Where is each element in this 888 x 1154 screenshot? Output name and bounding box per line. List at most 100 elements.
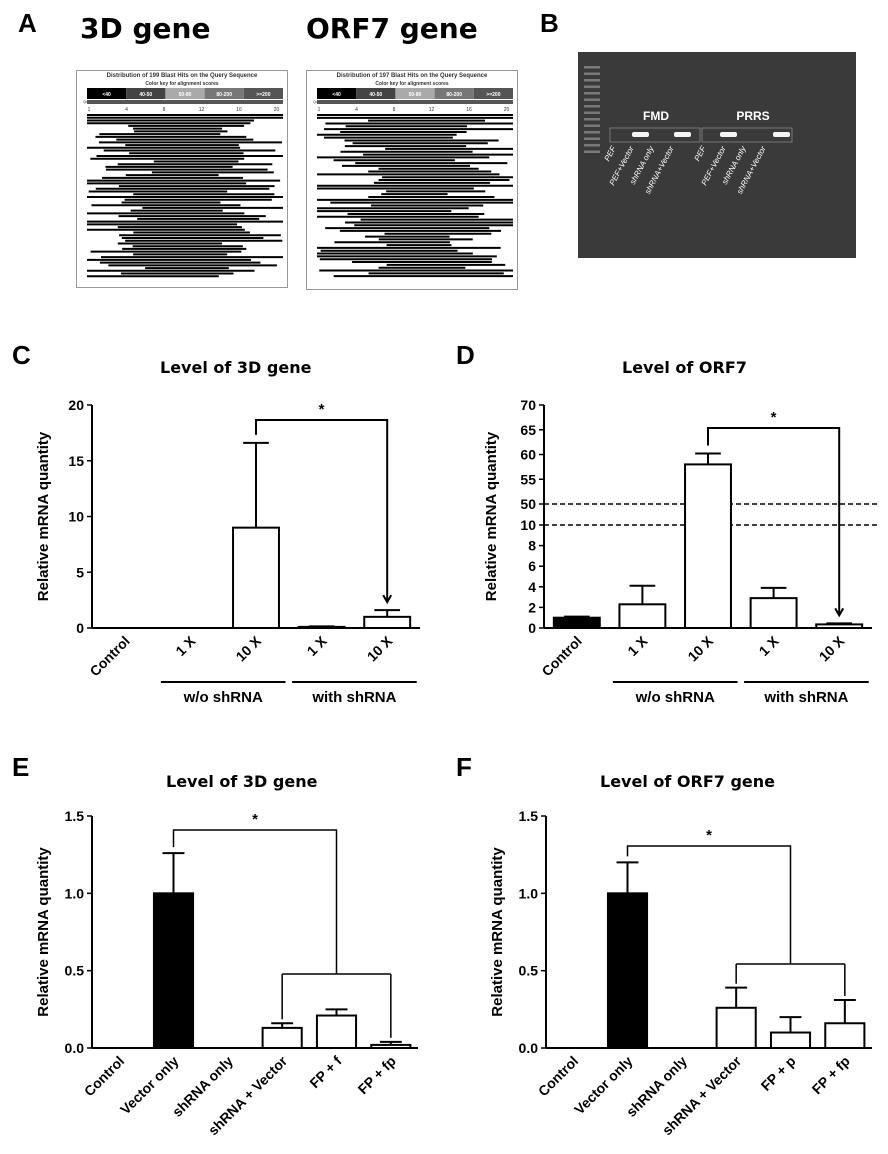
- panel-letter-b: B: [540, 8, 559, 38]
- significance-bracket: [707, 427, 841, 616]
- group-label: with shRNA: [311, 689, 396, 706]
- gel-band: [773, 132, 790, 137]
- chart-e-title: Level of 3D gene: [166, 772, 318, 791]
- score-key-cell: [243, 88, 283, 99]
- y-tick-label: 0.5: [519, 963, 539, 979]
- significance-star: *: [252, 811, 258, 828]
- chart-d: 0 2 4 6 8 10 50 55 60 65 70 Relative mRNA quantity C…: [483, 397, 880, 706]
- score-key-label: >=200: [486, 92, 500, 98]
- y-tick-label: 1.0: [65, 885, 85, 901]
- ladder-band: [584, 98, 600, 101]
- group-label: w/o shRNA: [635, 689, 715, 706]
- bar-3: [232, 526, 280, 629]
- ladder-band: [584, 111, 600, 114]
- chart-f-title: Level of ORF7 gene: [600, 772, 776, 791]
- bar-2: [618, 603, 667, 629]
- ladder-band: [584, 118, 600, 121]
- significance-bracket: [172, 829, 338, 974]
- y-tick-label: 8: [528, 538, 536, 554]
- group-label: with shRNA: [763, 689, 848, 706]
- query-tick-label: 8: [393, 107, 396, 113]
- score-key-label: 50-80: [179, 92, 192, 98]
- ladder-band: [584, 137, 600, 140]
- query-bar: [87, 100, 283, 104]
- score-key-cell: [473, 88, 513, 99]
- gel-band: [720, 132, 737, 137]
- x-tick-label: Control: [535, 1053, 582, 1100]
- chart-c: 0 5 10 15 20 Relative mRNA quantity Control 1 X…: [35, 397, 420, 706]
- significance-star: *: [771, 409, 777, 426]
- query-tick-label: 1: [318, 107, 321, 113]
- x-tick-label: Control: [81, 1053, 128, 1100]
- blast-color-key-label: Color key for alignment scores: [145, 81, 219, 87]
- ladder-band: [584, 144, 600, 147]
- bar-2: [152, 892, 195, 1050]
- panel-letter-c: C: [12, 340, 31, 370]
- panel-letter-d: D: [456, 340, 475, 370]
- query-tick-label: 12: [429, 107, 435, 113]
- y-tick-label: 65: [520, 422, 536, 438]
- bar-4: [261, 1026, 303, 1049]
- significance-bracket: [255, 419, 389, 603]
- x-tick-label: FP + f: [306, 1053, 345, 1092]
- score-key-cell: [356, 88, 396, 99]
- blast-color-key-label: Color key for alignment scores: [375, 81, 449, 87]
- panel-a-title-orf7: ORF7 gene: [306, 12, 478, 45]
- bar-5: [815, 623, 864, 630]
- gel-band: [674, 132, 691, 137]
- chart-f: 0.0 0.5 1.0 1.5 Relative mRNA quantity Contro…: [489, 808, 872, 1138]
- y-axis-label: Relative mRNA quantity: [35, 431, 52, 601]
- panel-letter-e: E: [12, 752, 30, 782]
- score-key-label: <40: [102, 92, 111, 98]
- x-tick-label: FP + p: [757, 1053, 798, 1094]
- group-label: w/o shRNA: [183, 689, 263, 706]
- blast-title: Distribution of 197 Blast Hits on the Qu…: [336, 73, 488, 79]
- ladder-band: [584, 124, 600, 127]
- y-tick-label: 2: [528, 599, 536, 615]
- query-tick-label: 16: [466, 107, 472, 113]
- bar-4: [749, 597, 798, 630]
- gel-lane-label: PEF: [603, 144, 619, 163]
- y-tick-label: 6: [528, 558, 536, 574]
- score-key-cell: [87, 88, 127, 99]
- bar-2: [606, 892, 649, 1050]
- score-key-label: 80-200: [446, 92, 462, 98]
- query-tick-label: 12: [199, 107, 205, 113]
- y-tick-label: 0: [528, 620, 536, 636]
- x-tick-label: FP + fp: [355, 1053, 399, 1097]
- query-bar: [317, 100, 513, 104]
- score-key-label: <40: [332, 92, 341, 98]
- score-key-cell: [434, 88, 474, 99]
- bar-1: [552, 616, 601, 629]
- ladder-band: [584, 105, 600, 108]
- query-tick-label: 20: [504, 107, 510, 113]
- x-tick-label: FP + fp: [809, 1053, 853, 1097]
- query-tick-label: 4: [355, 107, 358, 113]
- panel-letter-a: A: [18, 8, 37, 38]
- y-tick-label: 5: [76, 564, 84, 580]
- bar-4: [715, 1006, 757, 1049]
- ladder-band: [584, 72, 600, 75]
- query-tick-label: 20: [274, 107, 280, 113]
- y-tick-label: 70: [520, 397, 536, 413]
- ladder-band: [584, 92, 600, 95]
- ladder-band: [584, 150, 600, 153]
- bar-3: [684, 463, 732, 630]
- panel-a-title-3d: 3D gene: [80, 12, 211, 45]
- y-tick-label: 1.0: [519, 885, 539, 901]
- score-key-cell: [126, 88, 166, 99]
- panel-letter-f: F: [456, 752, 472, 782]
- significance-star: *: [706, 827, 712, 844]
- ladder-band: [584, 131, 600, 134]
- score-key-label: 80-200: [216, 92, 232, 98]
- y-tick-label: 0.0: [65, 1040, 85, 1056]
- y-tick-label: 15: [68, 453, 84, 469]
- y-tick-label: 4: [528, 579, 536, 595]
- y-tick-label: 0.5: [65, 963, 85, 979]
- query-tick-label: 8: [163, 107, 166, 113]
- x-tick-label: Control: [538, 633, 585, 680]
- score-key-cell: [204, 88, 244, 99]
